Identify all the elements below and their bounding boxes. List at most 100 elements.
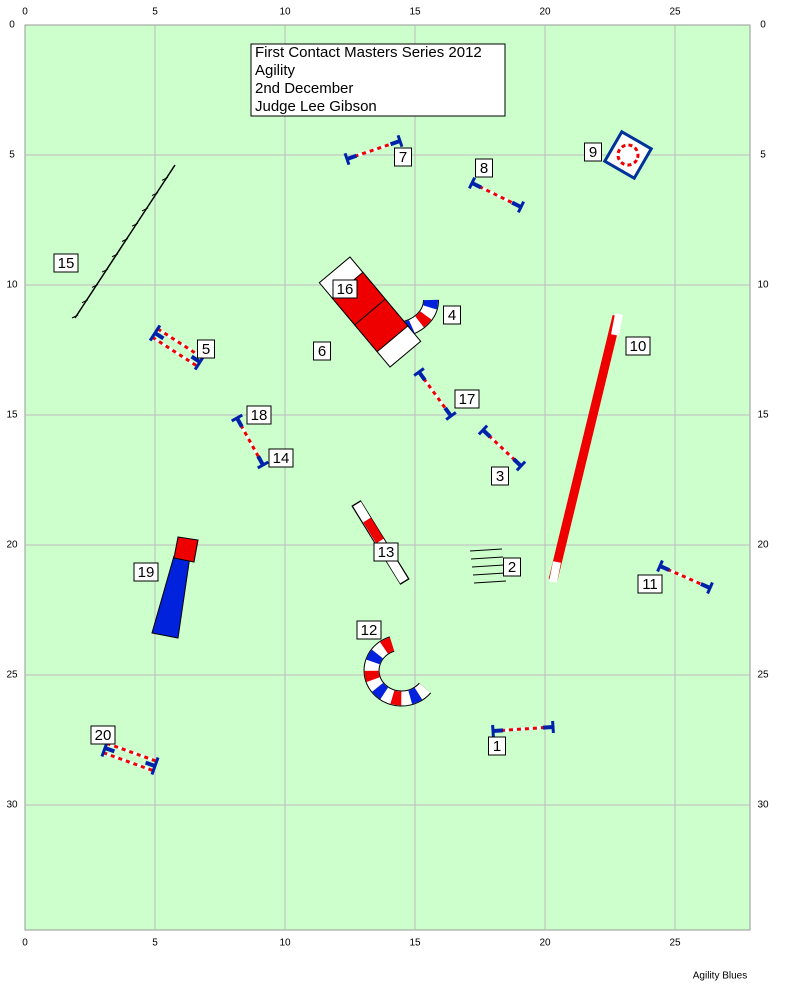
- jump-wing: [389, 139, 401, 147]
- obstacle-number: 8: [480, 160, 488, 177]
- obstacle-number: 5: [202, 341, 210, 358]
- label-box: [332, 279, 358, 299]
- label-box: [90, 725, 116, 745]
- footer: Agility Blues: [693, 971, 747, 982]
- label-box: [454, 389, 480, 409]
- y-tick-label: 5: [9, 150, 15, 161]
- jump-wing: [700, 582, 711, 590]
- x-tick-label: 5: [152, 938, 158, 949]
- y-tick-label: 10: [757, 280, 769, 291]
- obstacle-number: 6: [318, 343, 326, 360]
- dogwalk: [548, 314, 622, 582]
- y-tick-label: 20: [6, 540, 18, 551]
- weave-pole: [151, 192, 159, 197]
- jump-wing: [153, 331, 165, 341]
- tunnel-mouth: [173, 536, 199, 563]
- x-tick-label: 10: [279, 7, 291, 18]
- x-tick-label: 25: [669, 938, 681, 949]
- y-tick-label: 10: [6, 280, 18, 291]
- label-box: [313, 341, 331, 361]
- x-tick-label: 20: [539, 938, 551, 949]
- x-tick-label: 20: [539, 7, 551, 18]
- obstacle-number: 18: [251, 407, 268, 424]
- label-box: [584, 142, 602, 162]
- header-line: First Contact Masters Series 2012: [255, 44, 482, 61]
- jump-wing: [511, 200, 522, 209]
- jump-bar: [492, 725, 554, 733]
- jump-wing: [542, 725, 554, 730]
- jump-wing: [190, 354, 202, 364]
- obstacle-number: 20: [95, 727, 112, 744]
- long-jump: [469, 548, 507, 584]
- obstacle-number: 1: [493, 738, 501, 755]
- label-box: [197, 339, 215, 359]
- jump-wing: [235, 417, 244, 428]
- jump-wing: [471, 181, 482, 190]
- label-box: [133, 562, 159, 582]
- jump-wing: [417, 370, 427, 382]
- weave: [74, 164, 176, 319]
- jump-bar: [151, 335, 199, 368]
- weave-pole: [81, 299, 89, 304]
- obstacle-number: 7: [399, 149, 407, 166]
- x-tick-label: 15: [409, 7, 421, 18]
- jump-wing: [492, 728, 504, 733]
- label-box: [491, 466, 509, 486]
- y-tick-label: 25: [6, 670, 18, 681]
- label-box: [394, 147, 412, 167]
- weave-pole: [141, 207, 149, 212]
- y-tick-label: 0: [760, 20, 766, 31]
- obstacle-number: 10: [630, 338, 647, 355]
- x-tick-label: 0: [22, 938, 28, 949]
- dogwalk-end: [611, 313, 623, 336]
- jump-bar: [156, 327, 204, 360]
- y-tick-label: 15: [6, 410, 18, 421]
- x-tick-label: 15: [409, 938, 421, 949]
- label-box: [625, 336, 651, 356]
- jump-wing: [443, 406, 453, 418]
- x-tick-label: 0: [22, 7, 28, 18]
- x-tick-label: 10: [279, 938, 291, 949]
- weave-pole: [101, 268, 109, 273]
- jump-wing: [659, 564, 670, 572]
- header-box: [250, 43, 506, 117]
- weave-pole: [131, 222, 139, 227]
- obstacle-number: 16: [337, 281, 354, 298]
- dogwalk-end: [549, 561, 561, 583]
- label-box: [373, 542, 399, 562]
- obstacle-number: 2: [508, 559, 516, 576]
- obstacle-number: 12: [361, 622, 378, 639]
- obstacle-number: 4: [448, 307, 456, 324]
- jump-wing: [256, 455, 265, 466]
- obstacle-number: 15: [58, 255, 75, 272]
- label-box: [443, 305, 461, 325]
- weave-pole: [71, 314, 79, 319]
- y-tick-label: 15: [757, 410, 769, 421]
- y-tick-label: 5: [760, 150, 766, 161]
- label-box: [268, 448, 294, 468]
- obstacle-number: 19: [138, 564, 155, 581]
- weave-pole: [121, 238, 129, 242]
- obstacle-number: 17: [459, 391, 476, 408]
- jump-wing: [512, 457, 523, 468]
- weave-pole: [111, 253, 119, 258]
- header-line: Judge Lee Gibson: [255, 98, 377, 115]
- header-line: Agility: [255, 62, 296, 79]
- obstacle-number: 11: [642, 576, 658, 593]
- obstacle-number: 14: [273, 450, 290, 467]
- jump-wing: [144, 760, 156, 768]
- x-tick-label: 25: [669, 7, 681, 18]
- obstacle-number: 3: [496, 468, 504, 485]
- jump-wing: [104, 746, 116, 754]
- label-box: [637, 574, 663, 594]
- y-tick-label: 25: [757, 670, 769, 681]
- jump-wing: [346, 153, 358, 161]
- jump-wing: [481, 428, 492, 439]
- label-box: [53, 253, 79, 273]
- table: [602, 129, 654, 181]
- label-box: [475, 158, 493, 178]
- obstacles: [71, 129, 714, 775]
- y-tick-label: 0: [9, 20, 15, 31]
- weave-pole: [91, 283, 99, 288]
- label-box: [503, 557, 521, 577]
